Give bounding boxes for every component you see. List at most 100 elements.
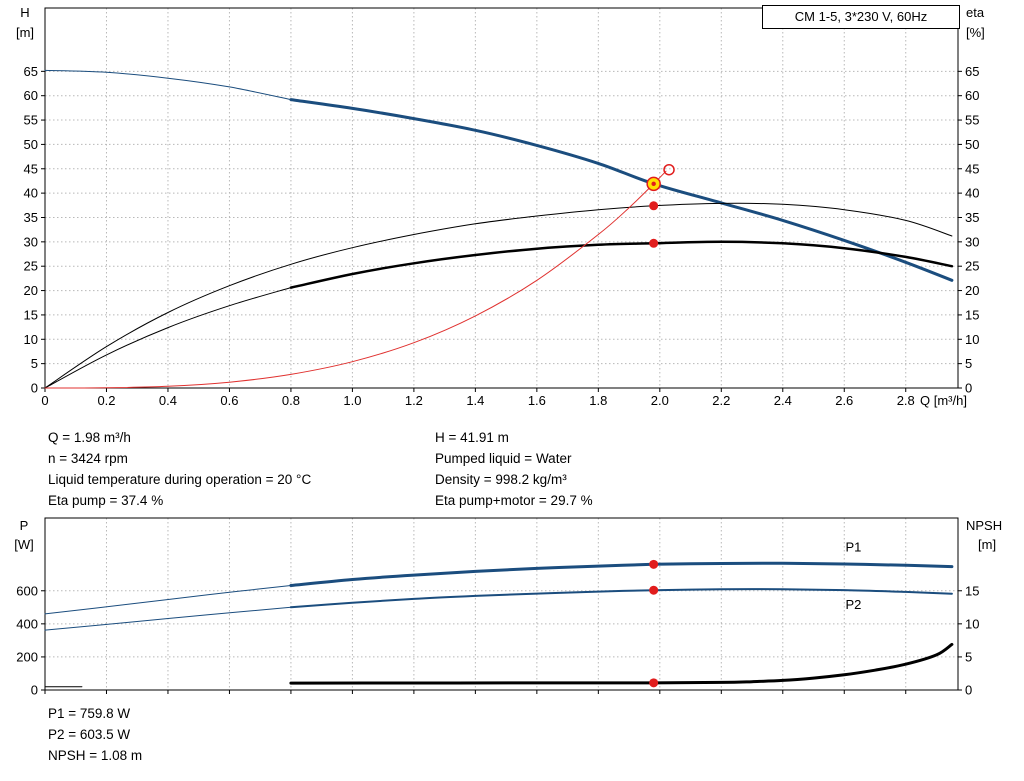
info-line-speed: n = 3424 rpm (48, 451, 128, 466)
requested-duty-point-marker (663, 163, 675, 176)
y-left-tick-label: 0 (31, 381, 38, 396)
duty-point-center (651, 181, 656, 187)
operating-point-dot (649, 585, 659, 595)
operating-point-dot (649, 201, 659, 211)
info-line-p1: P1 = 759.8 W (48, 706, 131, 721)
curve-npsh-curve (289, 642, 954, 685)
y-left-tick-label: 35 (24, 210, 38, 225)
x-tick-label: 1.2 (405, 393, 423, 408)
y-right-tick-label: 10 (965, 332, 979, 347)
y-left-tick-label: 200 (16, 649, 38, 664)
info-line-q: Q = 1.98 m³/h (48, 430, 131, 445)
info-line-eta-pump: Eta pump = 37.4 % (48, 493, 164, 508)
pump-model-title: CM 1-5, 3*230 V, 60Hz (762, 5, 960, 29)
y-right-axis-label: NPSH (966, 518, 1002, 533)
y-left-tick-label: 40 (24, 186, 38, 201)
y-right-tick-label: 0 (965, 683, 972, 698)
y-right-axis-label: [%] (966, 25, 985, 40)
info-line-density: Density = 998.2 kg/m³ (435, 472, 567, 487)
y-left-tick-label: 55 (24, 113, 38, 128)
duty-info-left-column: Q = 1.98 m³/h n = 3424 rpm Liquid temper… (48, 427, 311, 511)
x-tick-label: 2.2 (712, 393, 730, 408)
y-left-tick-label: 25 (24, 259, 38, 274)
y-left-tick-label: 50 (24, 137, 38, 152)
y-right-axis-label: [m] (978, 537, 996, 552)
x-tick-label: 0.6 (220, 393, 238, 408)
y-left-tick-label: 20 (24, 283, 38, 298)
x-axis-label: Q [m³/h] (920, 393, 967, 408)
x-tick-label: 1.4 (466, 393, 484, 408)
y-right-tick-label: 35 (965, 210, 979, 225)
y-left-tick-label: 10 (24, 332, 38, 347)
curve-p2-curve (289, 588, 953, 609)
curve-head-curve-extension (44, 69, 292, 101)
y-right-tick-label: 10 (965, 616, 979, 631)
y-left-tick-label: 5 (31, 356, 38, 371)
curve-p1-curve (289, 561, 954, 587)
curve-label-p2: P2 (846, 597, 862, 612)
operating-point-dot (649, 238, 659, 248)
curve-eta-pump-motor-curve (289, 240, 954, 289)
y-right-tick-label: 50 (965, 137, 979, 152)
y-left-tick-label: 600 (16, 583, 38, 598)
x-tick-label: 2.6 (835, 393, 853, 408)
x-tick-label: 0.4 (159, 393, 177, 408)
x-tick-label: 2.0 (651, 393, 669, 408)
y-right-tick-label: 5 (965, 649, 972, 664)
y-right-axis-label: eta (966, 5, 985, 20)
curve-eta-pump-curve (44, 202, 953, 389)
y-left-axis-label: [W] (14, 537, 34, 552)
y-right-tick-label: 15 (965, 583, 979, 598)
y-left-tick-label: 30 (24, 234, 38, 249)
y-left-tick-label: 0 (31, 683, 38, 698)
power-npsh-chart: 0 200 400 600 0 5 10 15 P1 P2 P [W] NPSH [m] (14, 517, 1002, 698)
curve-p2-extension (44, 606, 292, 631)
y-left-tick-label: 400 (16, 616, 38, 631)
x-tick-label: 0.8 (282, 393, 300, 408)
y-left-axis-label: [m] (16, 25, 34, 40)
curve-head-curve (289, 98, 954, 282)
info-line-eta-pump-motor: Eta pump+motor = 29.7 % (435, 493, 593, 508)
x-tick-label: 1.0 (343, 393, 361, 408)
info-line-liquid: Pumped liquid = Water (435, 451, 572, 466)
y-right-tick-label: 45 (965, 161, 979, 176)
y-left-axis-label: P (20, 518, 29, 533)
y-left-tick-label: 65 (24, 64, 38, 79)
x-tick-label: 1.8 (589, 393, 607, 408)
y-right-tick-label: 15 (965, 307, 979, 322)
duty-info-right-column: H = 41.91 m Pumped liquid = Water Densit… (435, 427, 593, 511)
y-right-tick-label: 5 (965, 356, 972, 371)
info-line-temperature: Liquid temperature during operation = 20… (48, 472, 312, 487)
plot-border (44, 517, 959, 691)
plot-border (44, 7, 959, 389)
y-right-tick-label: 60 (965, 88, 979, 103)
y-left-tick-label: 15 (24, 307, 38, 322)
y-left-tick-label: 60 (24, 88, 38, 103)
info-line-head: H = 41.91 m (435, 430, 509, 445)
operating-point-dot (649, 559, 659, 569)
x-tick-label: 0 (41, 393, 48, 408)
x-tick-label: 2.4 (774, 393, 792, 408)
info-line-npsh: NPSH = 1.08 m (48, 748, 143, 763)
curve-p1-extension (44, 585, 292, 615)
curve-system-curve (44, 170, 667, 389)
y-right-tick-label: 55 (965, 113, 979, 128)
y-right-tick-label: 40 (965, 186, 979, 201)
info-line-p2: P2 = 603.5 W (48, 727, 131, 742)
y-right-tick-label: 65 (965, 64, 979, 79)
x-tick-label: 1.6 (528, 393, 546, 408)
y-left-tick-label: 45 (24, 161, 38, 176)
power-info-column: P1 = 759.8 W P2 = 603.5 W NPSH = 1.08 m (48, 703, 142, 766)
curve-eta-pump-motor-extension (44, 287, 292, 389)
y-left-axis-label: H (20, 5, 29, 20)
x-tick-label: 2.8 (897, 393, 915, 408)
y-right-tick-label: 0 (965, 381, 972, 396)
y-right-tick-label: 25 (965, 259, 979, 274)
operating-point-dot (649, 678, 659, 688)
curve-label-p1: P1 (846, 539, 862, 554)
head-efficiency-chart: 0 0.2 0.4 0.6 0.8 1.0 1.2 1.4 1.6 1.8 2.0 2.2 2.4 2.6… (16, 5, 985, 408)
y-right-tick-label: 20 (965, 283, 979, 298)
x-tick-label: 0.2 (97, 393, 115, 408)
y-right-tick-label: 30 (965, 234, 979, 249)
